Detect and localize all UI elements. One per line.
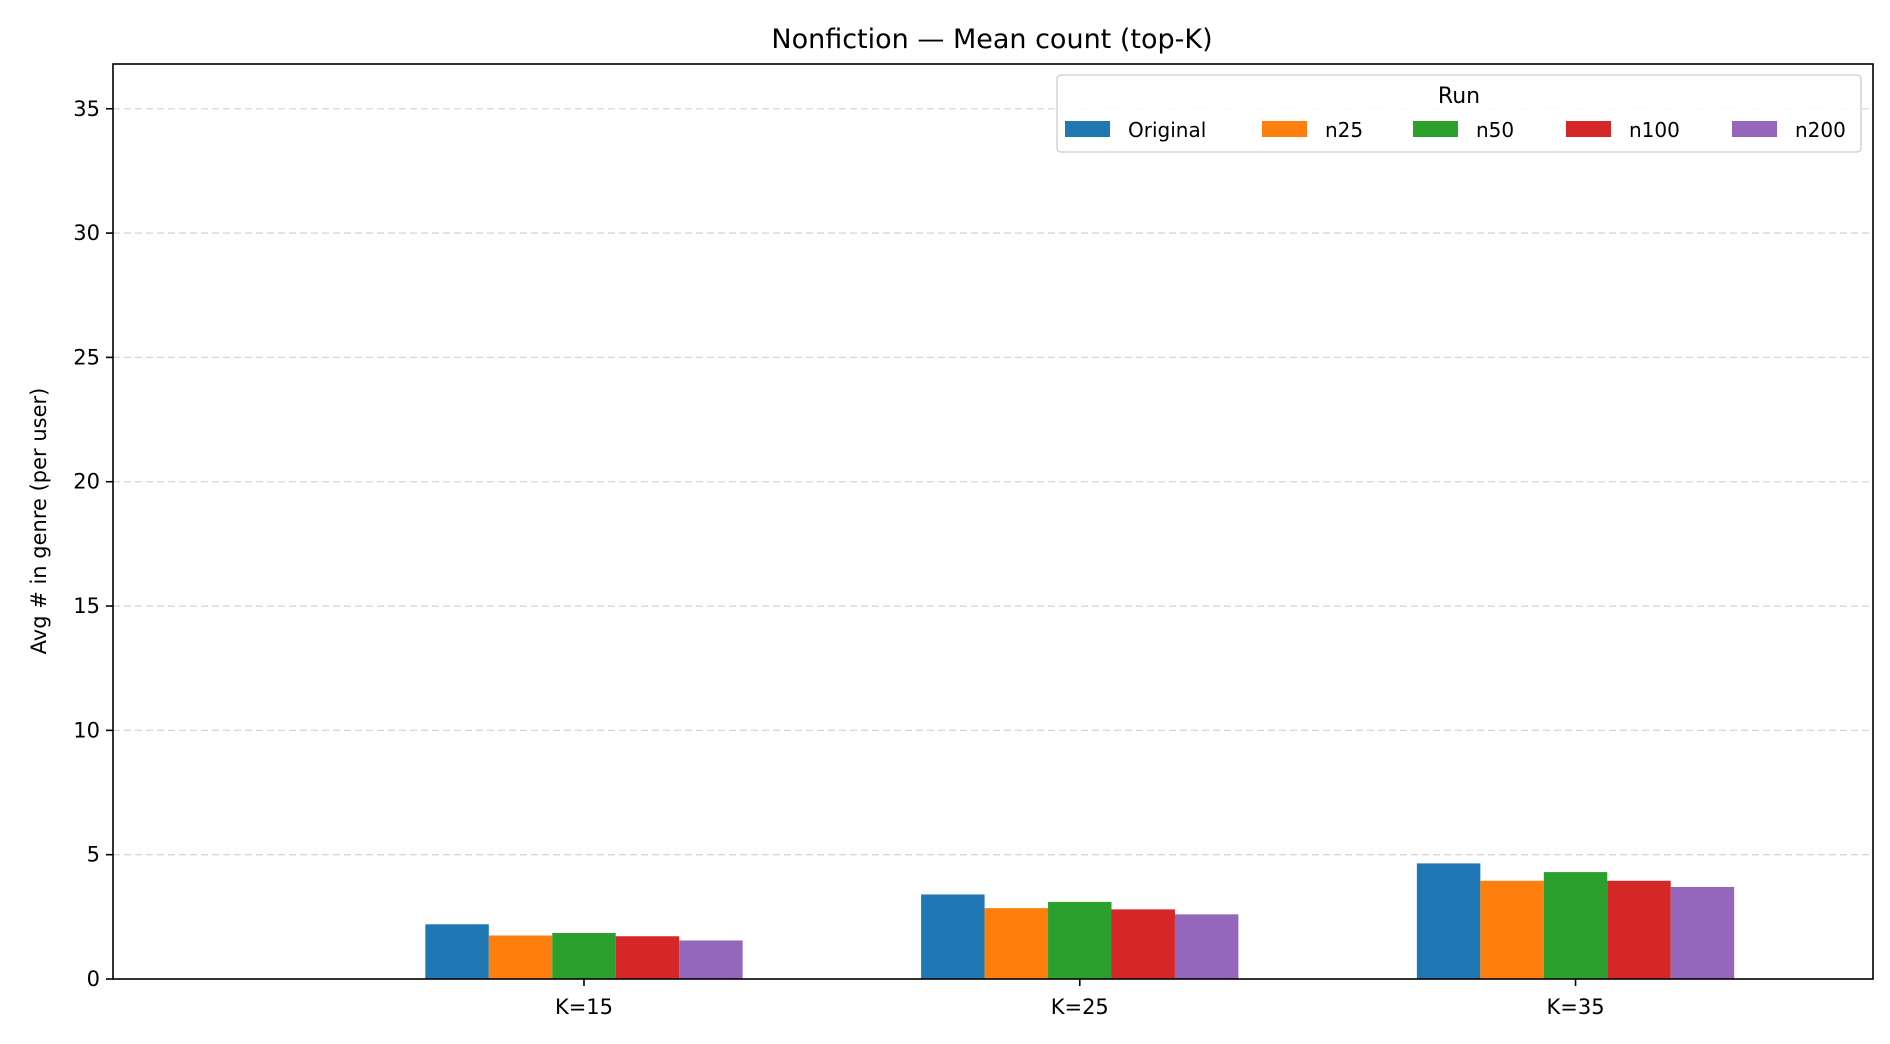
legend-label: Original: [1128, 118, 1206, 142]
legend-title: Run: [1438, 84, 1480, 109]
legend-item-n200: n200: [1732, 118, 1846, 142]
y-tick-label: 30: [73, 221, 100, 245]
bar-original-k15: [425, 924, 489, 979]
legend-swatch: [1732, 121, 1777, 137]
y-tick-label: 20: [73, 470, 100, 494]
y-axis-ticks: 0 5 10 15 20 25 30 35: [73, 97, 113, 991]
bar-n100-k35: [1607, 880, 1671, 979]
legend-swatch: [1262, 121, 1307, 137]
bar-n100-k15: [615, 936, 680, 979]
bars: [425, 863, 1735, 979]
legend-swatch: [1566, 121, 1611, 137]
legend-item-n100: n100: [1566, 118, 1680, 142]
bar-n25-k35: [1480, 880, 1544, 979]
bar-original-k35: [1416, 863, 1481, 979]
bar-n25-k15: [488, 935, 553, 979]
x-axis-ticks: K=15 K=25 K=35: [555, 979, 1605, 1019]
bar-n200-k15: [679, 940, 743, 979]
legend-item-n25: n25: [1262, 118, 1363, 142]
y-tick-label: 35: [73, 97, 100, 121]
y-tick-label: 0: [87, 967, 100, 991]
y-tick-label: 5: [87, 843, 100, 867]
bar-n50-k25: [1048, 901, 1112, 979]
bar-n25-k25: [984, 908, 1049, 979]
chart-title: Nonfiction — Mean count (top-K): [771, 24, 1212, 55]
y-tick-label: 25: [73, 345, 100, 369]
legend-label: n100: [1629, 118, 1680, 142]
grid-lines: [113, 108, 1873, 856]
bar-original-k25: [921, 894, 985, 979]
bar-n200-k35: [1670, 887, 1735, 979]
y-tick-label: 10: [73, 718, 100, 742]
bar-n50-k15: [552, 933, 616, 979]
plot-frame: [112, 63, 1874, 980]
legend-item-original: Original: [1065, 118, 1206, 142]
legend-label: n25: [1325, 118, 1363, 142]
legend: Run Original n25 n50 n100 n200: [1056, 74, 1862, 153]
legend-item-n50: n50: [1413, 118, 1514, 142]
x-tick-label: K=15: [555, 995, 613, 1019]
x-tick-label: K=35: [1546, 995, 1604, 1019]
legend-items: Original n25 n50 n100 n200: [1065, 118, 1846, 142]
bar-n50-k35: [1543, 872, 1608, 979]
y-tick-label: 15: [73, 594, 100, 618]
bar-n100-k25: [1111, 909, 1175, 979]
legend-box: [1056, 74, 1862, 153]
legend-swatch: [1065, 121, 1110, 137]
y-axis-label: Avg # in genre (per user): [27, 388, 51, 655]
legend-label: n50: [1476, 118, 1514, 142]
legend-label: n200: [1795, 118, 1846, 142]
x-tick-label: K=25: [1051, 995, 1109, 1019]
bar-n200-k25: [1174, 914, 1239, 979]
legend-swatch: [1413, 121, 1458, 137]
